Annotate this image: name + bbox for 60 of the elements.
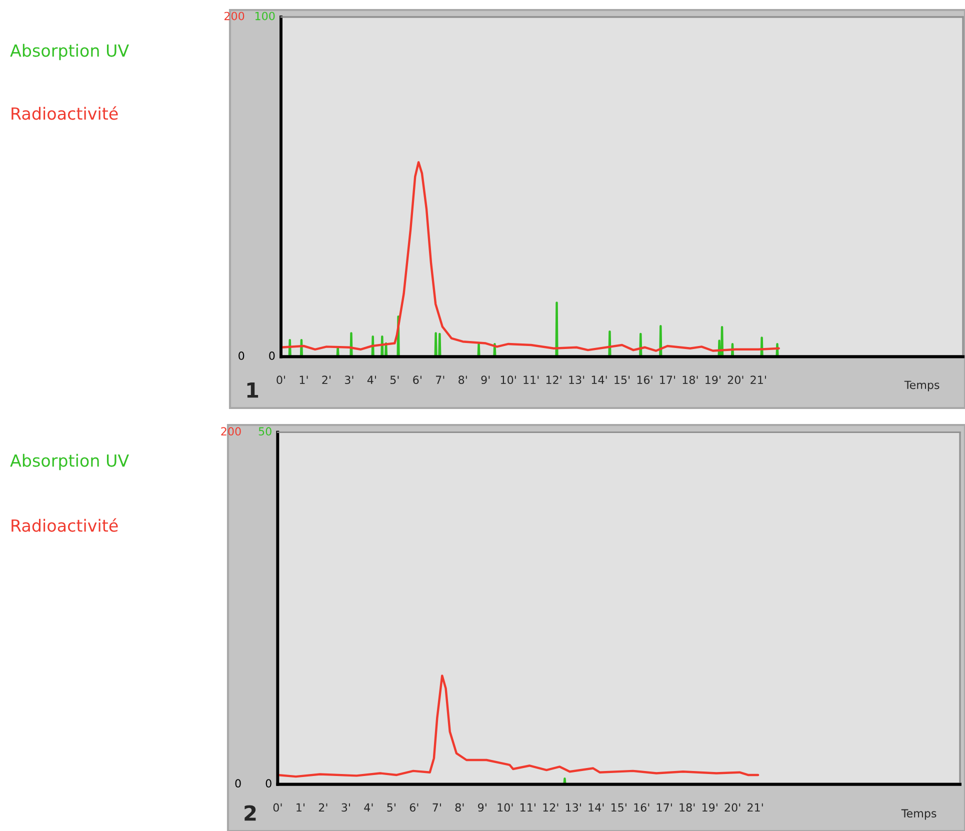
- x-tick-label: 15': [611, 803, 626, 812]
- x-tick-label: 5': [390, 376, 399, 384]
- y2-tick-label: 200: [221, 427, 241, 436]
- x-tick-label: 6': [410, 803, 418, 812]
- x-tick-label: 12': [546, 376, 562, 384]
- y2-tick-label: 200: [224, 12, 244, 20]
- x-tick-label: 5': [387, 803, 396, 812]
- x-axis-title: Temps: [901, 809, 936, 820]
- x-tick-label: 2': [318, 803, 328, 812]
- x-tick-label: 9': [478, 803, 486, 812]
- x-tick-label: 8': [458, 376, 467, 384]
- text: Absorption UV: [10, 44, 129, 60]
- text: Radioactivité: [12, 518, 118, 532]
- x-tick-label: 20': [724, 803, 740, 812]
- text: Radioactivité: [12, 106, 118, 120]
- x-tick-label: 17': [660, 376, 675, 384]
- x-tick-label: 17': [656, 803, 672, 812]
- y-tick-label: 100: [255, 12, 275, 20]
- x-tick-label: 18': [680, 803, 695, 812]
- x-tick-label: 10': [498, 803, 513, 812]
- x-tick-label: 7': [432, 803, 441, 812]
- x-tick-label: 4': [367, 376, 376, 384]
- text: Absorption UV: [10, 454, 129, 470]
- y2-tick-label: 0: [235, 779, 241, 788]
- text: 2: [244, 805, 256, 821]
- x-tick-label: 10': [500, 376, 516, 384]
- x-tick-label: 18': [682, 376, 698, 384]
- x-tick-label: 9': [481, 376, 490, 384]
- x-tick-label: 16': [637, 376, 652, 384]
- x-tick-label: 11': [524, 376, 539, 384]
- x-tick-label: 21': [748, 803, 763, 812]
- x-tick-label: 20': [728, 376, 744, 384]
- x-tick-label: 15': [614, 376, 630, 384]
- x-axis-title: Temps: [904, 380, 940, 392]
- x-tick-label: 16': [634, 803, 650, 812]
- x-tick-label: 8': [455, 803, 464, 812]
- x-tick-label: 1': [300, 376, 308, 384]
- x-tick-label: 7': [436, 376, 444, 384]
- text: 1: [247, 382, 258, 398]
- x-tick-label: 14': [588, 803, 604, 812]
- x-tick-label: 12': [543, 803, 558, 812]
- x-tick-label: 6': [413, 376, 422, 384]
- x-tick-label: 13': [566, 803, 581, 812]
- x-tick-label: 2': [322, 376, 330, 384]
- x-tick-label: 3': [344, 376, 354, 384]
- y-tick-label: 50: [258, 427, 272, 436]
- y2-tick-label: 0: [238, 352, 244, 360]
- x-tick-label: 19': [702, 803, 718, 812]
- y-tick-label: 0: [266, 779, 272, 788]
- x-tick-label: 13': [569, 376, 584, 384]
- x-tick-label: 21': [750, 376, 766, 384]
- x-tick-label: 11': [520, 803, 536, 812]
- y-tick-label: 0: [269, 352, 275, 360]
- x-tick-label: 0': [273, 803, 282, 812]
- x-tick-label: 4': [364, 803, 373, 812]
- x-tick-label: 0': [276, 376, 285, 384]
- x-tick-label: 14': [592, 376, 607, 384]
- x-tick-label: 1': [296, 803, 304, 812]
- x-tick-label: 19': [706, 376, 720, 384]
- x-tick-label: 3': [342, 803, 350, 812]
